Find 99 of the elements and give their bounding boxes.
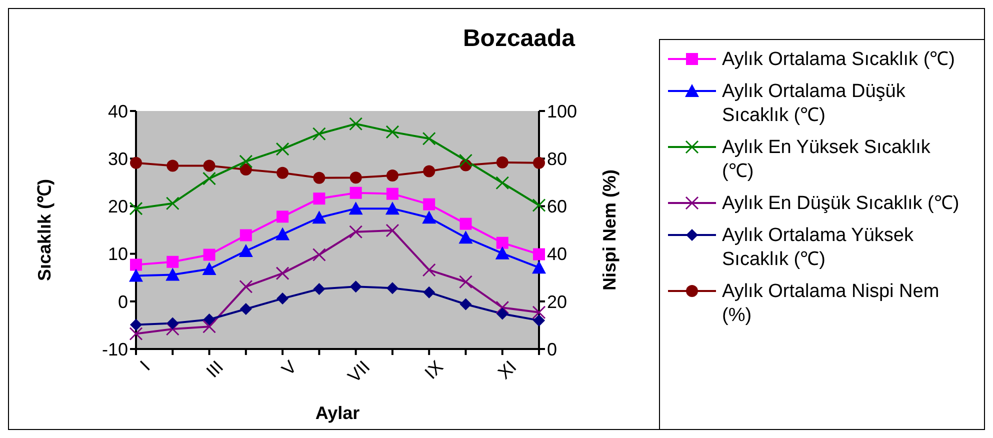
point	[496, 156, 508, 168]
point	[495, 246, 510, 260]
x-tick-label: V	[278, 356, 300, 380]
legend-label: Aylık En Yüksek Sıcaklık (℃)	[722, 136, 932, 184]
point	[349, 225, 363, 239]
point	[239, 154, 253, 168]
point	[533, 156, 545, 169]
point	[423, 286, 436, 298]
point	[202, 262, 216, 276]
point	[496, 236, 508, 249]
point	[312, 248, 326, 262]
point	[532, 306, 546, 320]
point	[532, 198, 546, 212]
point	[239, 280, 253, 294]
y-tick-label: 40	[108, 101, 128, 122]
point	[460, 298, 472, 310]
point	[458, 275, 472, 289]
point	[312, 127, 326, 141]
point	[240, 303, 252, 316]
point	[533, 248, 545, 260]
point	[313, 172, 326, 184]
point	[240, 229, 252, 242]
y-tick-label: -10	[102, 339, 128, 360]
point	[166, 317, 179, 330]
y2-tick-label: 60	[547, 196, 568, 217]
point	[423, 165, 436, 178]
point	[313, 192, 326, 205]
y2-tick-label: 100	[547, 101, 578, 122]
point	[276, 266, 290, 280]
point	[276, 166, 289, 179]
x-tick-label: VII	[344, 356, 374, 386]
point	[496, 300, 510, 314]
legend-label: Aylık Ortalama Düşük Sıcaklık (℃)	[722, 80, 906, 128]
point	[496, 176, 510, 190]
point	[458, 154, 472, 168]
y2-axis-title: Nispi Nem (%)	[599, 169, 620, 291]
point	[130, 156, 142, 169]
point	[386, 170, 398, 182]
y2-tick-label: 80	[547, 148, 568, 169]
legend-label: Aylık Ortalama Nispi Nem (%)	[722, 280, 940, 328]
point	[386, 125, 400, 139]
chart-title: Bozcaada	[462, 25, 576, 53]
point	[276, 227, 290, 240]
y2-tick-label: 20	[547, 292, 568, 312]
point	[166, 322, 180, 336]
x-tick-label: IX	[420, 356, 447, 383]
point	[460, 218, 472, 230]
point	[313, 283, 326, 296]
point	[349, 117, 363, 131]
point	[496, 308, 508, 320]
point	[203, 313, 216, 326]
point	[348, 202, 363, 215]
point	[276, 292, 289, 305]
point	[386, 282, 398, 294]
y2-tick-label: 0	[547, 339, 558, 360]
point	[385, 202, 400, 215]
point	[130, 318, 142, 331]
legend-label: Aylık Ortalama Sıcaklık (℃)	[722, 48, 955, 72]
point	[129, 202, 143, 216]
point	[458, 230, 473, 244]
point	[350, 186, 362, 199]
legend-label: Aylık En Düşük Sıcaklık (℃)	[722, 192, 960, 216]
point	[129, 327, 143, 341]
point	[202, 172, 216, 186]
point	[422, 210, 436, 224]
point	[129, 268, 143, 282]
point	[386, 188, 398, 200]
point	[203, 248, 216, 261]
point	[166, 256, 179, 268]
point	[350, 280, 362, 293]
y-tick-label: 10	[108, 244, 128, 264]
x-axis-title: Aylar	[315, 403, 360, 423]
point	[276, 210, 289, 223]
x-tick-label: III	[202, 356, 228, 382]
point	[203, 160, 216, 172]
point	[532, 260, 546, 274]
point	[202, 320, 216, 334]
y2-tick-label: 40	[547, 244, 568, 264]
point	[423, 198, 436, 210]
point	[240, 164, 252, 176]
point	[238, 244, 253, 257]
y-tick-label: 0	[118, 292, 128, 312]
point	[166, 196, 180, 210]
point	[276, 142, 290, 156]
point	[350, 172, 362, 184]
y-tick-label: 20	[108, 196, 128, 217]
point	[422, 132, 436, 146]
point	[130, 258, 142, 271]
y-tick-label: 30	[108, 148, 128, 169]
point	[166, 268, 180, 281]
y-axis-title: Sıcaklık (℃)	[34, 178, 54, 282]
point	[312, 210, 326, 224]
x-tick-label: XI	[494, 356, 520, 383]
point	[533, 314, 545, 326]
x-tick-label: I	[136, 356, 154, 374]
point	[166, 160, 179, 172]
point	[386, 224, 400, 238]
legend-label: Aylık Ortalama Yüksek Sıcaklık (℃)	[722, 224, 914, 272]
point	[422, 263, 436, 277]
